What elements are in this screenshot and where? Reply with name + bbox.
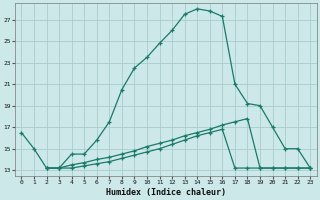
X-axis label: Humidex (Indice chaleur): Humidex (Indice chaleur) bbox=[106, 188, 226, 197]
